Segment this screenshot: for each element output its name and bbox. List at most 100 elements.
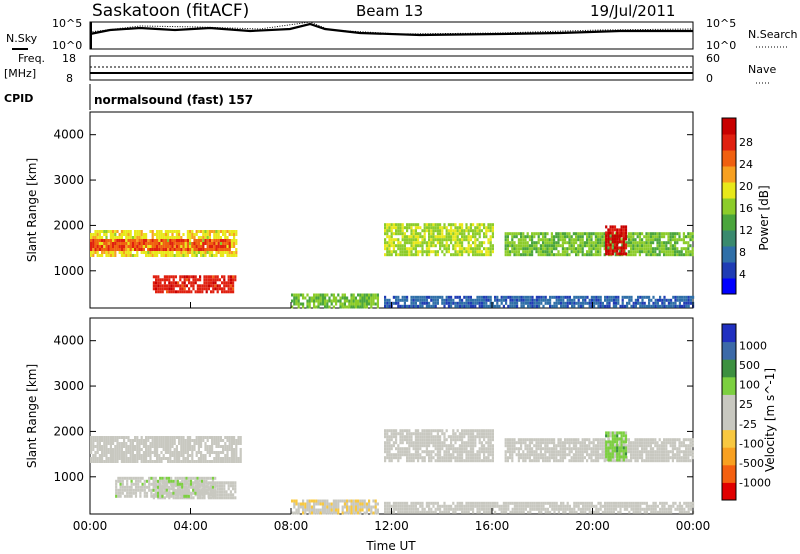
echo-cell-5 — [678, 253, 681, 257]
echo-cell-3 — [335, 302, 338, 306]
echo-cell-5 — [643, 235, 646, 239]
echo-cell-6 — [452, 507, 455, 511]
echo-cell-0 — [219, 242, 222, 245]
echo-cell-4 — [599, 456, 602, 460]
echo-cell-3 — [485, 447, 488, 451]
echo-cell-1 — [193, 239, 196, 242]
echo-cell-1 — [211, 245, 214, 248]
echo-cell-6 — [562, 504, 565, 508]
echo-cell-1 — [134, 239, 137, 242]
echo-cell-3 — [491, 429, 494, 433]
echo-cell-4 — [539, 438, 542, 442]
echo-cell-3 — [472, 453, 475, 457]
echo-cell-2 — [159, 287, 162, 291]
echo-cell-7 — [392, 301, 395, 305]
echo-cell-3 — [419, 453, 422, 457]
echo-cell-1 — [232, 481, 235, 485]
echo-cell-7 — [544, 301, 547, 305]
echo-cell-0 — [167, 457, 170, 460]
echo-cell-0 — [169, 457, 172, 460]
echo-cell-5 — [652, 247, 655, 251]
echo-cell-2 — [163, 287, 166, 291]
echo-cell-5 — [656, 244, 659, 248]
echo-cell-6 — [527, 504, 530, 508]
colorbar-tick-label: 12 — [739, 224, 753, 237]
echo-cell-5 — [539, 238, 542, 242]
echo-cell-0 — [171, 236, 174, 239]
echo-cell-1 — [118, 245, 121, 248]
echo-cell-7 — [665, 298, 668, 302]
echo-cell-2 — [343, 499, 346, 503]
echo-cell-2 — [207, 287, 210, 291]
echo-cell-4 — [663, 450, 666, 454]
echo-cell-5 — [559, 238, 562, 242]
echo-cell-7 — [535, 295, 538, 299]
echo-cell-1 — [134, 248, 137, 251]
echo-cell-0 — [129, 230, 132, 233]
echo-cell-3 — [297, 305, 300, 309]
echo-cell-4 — [610, 450, 613, 454]
echo-cell-5 — [613, 455, 617, 459]
echo-cell-3 — [417, 453, 420, 457]
echo-cell-3 — [386, 435, 389, 439]
echo-cell-1 — [208, 248, 211, 251]
echo-cell-5 — [564, 238, 567, 242]
echo-cell-4 — [557, 450, 560, 454]
echo-cell-1 — [208, 245, 211, 248]
echo-cell-1 — [120, 248, 123, 251]
echo-cell-3 — [478, 447, 481, 451]
echo-cell-0 — [204, 254, 207, 257]
echo-cell-3 — [412, 447, 415, 451]
echo-cell-0 — [151, 230, 154, 233]
echo-cell-7 — [476, 295, 479, 299]
echo-cell-5 — [674, 241, 677, 245]
echo-cell-4 — [386, 229, 389, 233]
echo-cell-0 — [116, 454, 119, 457]
y-tick-label: 2000 — [53, 218, 84, 232]
echo-cell-2 — [315, 502, 318, 506]
echo-cell-4 — [443, 235, 446, 239]
echo-cell-7 — [608, 301, 611, 305]
echo-cell-5 — [575, 253, 578, 257]
echo-cell-0 — [103, 230, 106, 233]
echo-cell-4 — [504, 456, 507, 460]
echo-cell-7 — [549, 295, 552, 299]
echo-cell-4 — [401, 244, 404, 248]
echo-cell-2 — [324, 505, 327, 509]
echo-cell-6 — [428, 501, 431, 505]
echo-cell-5 — [526, 241, 529, 245]
echo-cell-0 — [197, 457, 200, 460]
echo-cell-0 — [189, 236, 192, 239]
echo-cell-0 — [197, 442, 200, 445]
echo-cell-0 — [103, 442, 106, 445]
date-title: 19/Jul/2011 — [590, 2, 675, 20]
echo-cell-6 — [575, 504, 578, 508]
echo-cell-4 — [432, 250, 435, 254]
echo-cell-6 — [568, 504, 571, 508]
echo-cell-7 — [634, 304, 637, 308]
echo-cell-3 — [295, 296, 298, 300]
echo-cell-5 — [641, 238, 644, 242]
echo-cell-4 — [434, 250, 437, 254]
echo-cell-5 — [601, 238, 604, 242]
echo-cell-0 — [158, 436, 161, 439]
echo-cell-2 — [302, 508, 305, 512]
echo-cell-4 — [625, 459, 628, 463]
echo-cell-3 — [406, 456, 409, 460]
echo-cell-6 — [544, 507, 547, 511]
echo-cell-7 — [590, 304, 593, 308]
echo-cell-3 — [439, 435, 442, 439]
echo-cell-4 — [577, 453, 580, 457]
echo-cell-7 — [430, 298, 433, 302]
echo-cell-2 — [227, 278, 230, 282]
echo-cell-2 — [157, 275, 160, 279]
echo-cell-5 — [577, 250, 580, 254]
echo-cell-3 — [384, 429, 387, 433]
echo-cell-5 — [535, 244, 538, 248]
echo-cell-7 — [472, 304, 475, 308]
echo-cell-4 — [474, 238, 477, 242]
echo-cell-3 — [465, 447, 468, 451]
echo-cell-3 — [452, 453, 455, 457]
echo-cell-0 — [98, 236, 101, 239]
echo-cell-0 — [191, 454, 194, 457]
